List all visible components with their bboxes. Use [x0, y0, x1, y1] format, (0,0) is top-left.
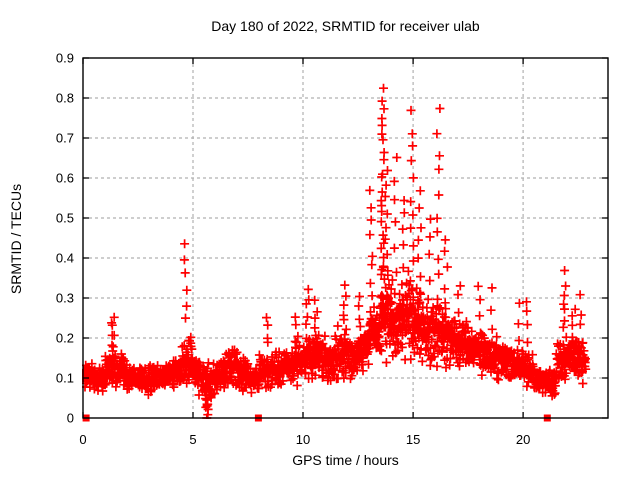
scatter-points: [82, 83, 591, 419]
x-axis-label: GPS time / hours: [292, 452, 399, 468]
y-tick-label: 0.9: [56, 51, 74, 66]
y-tick-label: 0: [67, 411, 74, 426]
y-tick-label: 0.7: [56, 131, 74, 146]
chart-title: Day 180 of 2022, SRMTID for receiver ula…: [211, 18, 480, 34]
y-tick-label: 0.8: [56, 91, 74, 106]
y-tick-label: 0.2: [56, 331, 74, 346]
x-tick-label: 15: [406, 432, 420, 447]
tick-labels: 0 5 10 15 20 0 0.1 0.2 0.3 0.4 0.5 0.6 0.7 0.8 0.9: [56, 51, 530, 448]
x-tick-label: 20: [516, 432, 530, 447]
x-tick-label: 0: [79, 432, 86, 447]
y-tick-label: 0.3: [56, 291, 74, 306]
y-tick-label: 0.6: [56, 171, 74, 186]
y-tick-label: 0.1: [56, 371, 74, 386]
x-tick-label: 10: [296, 432, 310, 447]
y-tick-label: 0.4: [56, 251, 74, 266]
grid-lines: [83, 58, 608, 418]
y-tick-label: 0.5: [56, 211, 74, 226]
x-tick-label: 5: [189, 432, 196, 447]
plot-border-and-ticks: [82, 57, 609, 419]
